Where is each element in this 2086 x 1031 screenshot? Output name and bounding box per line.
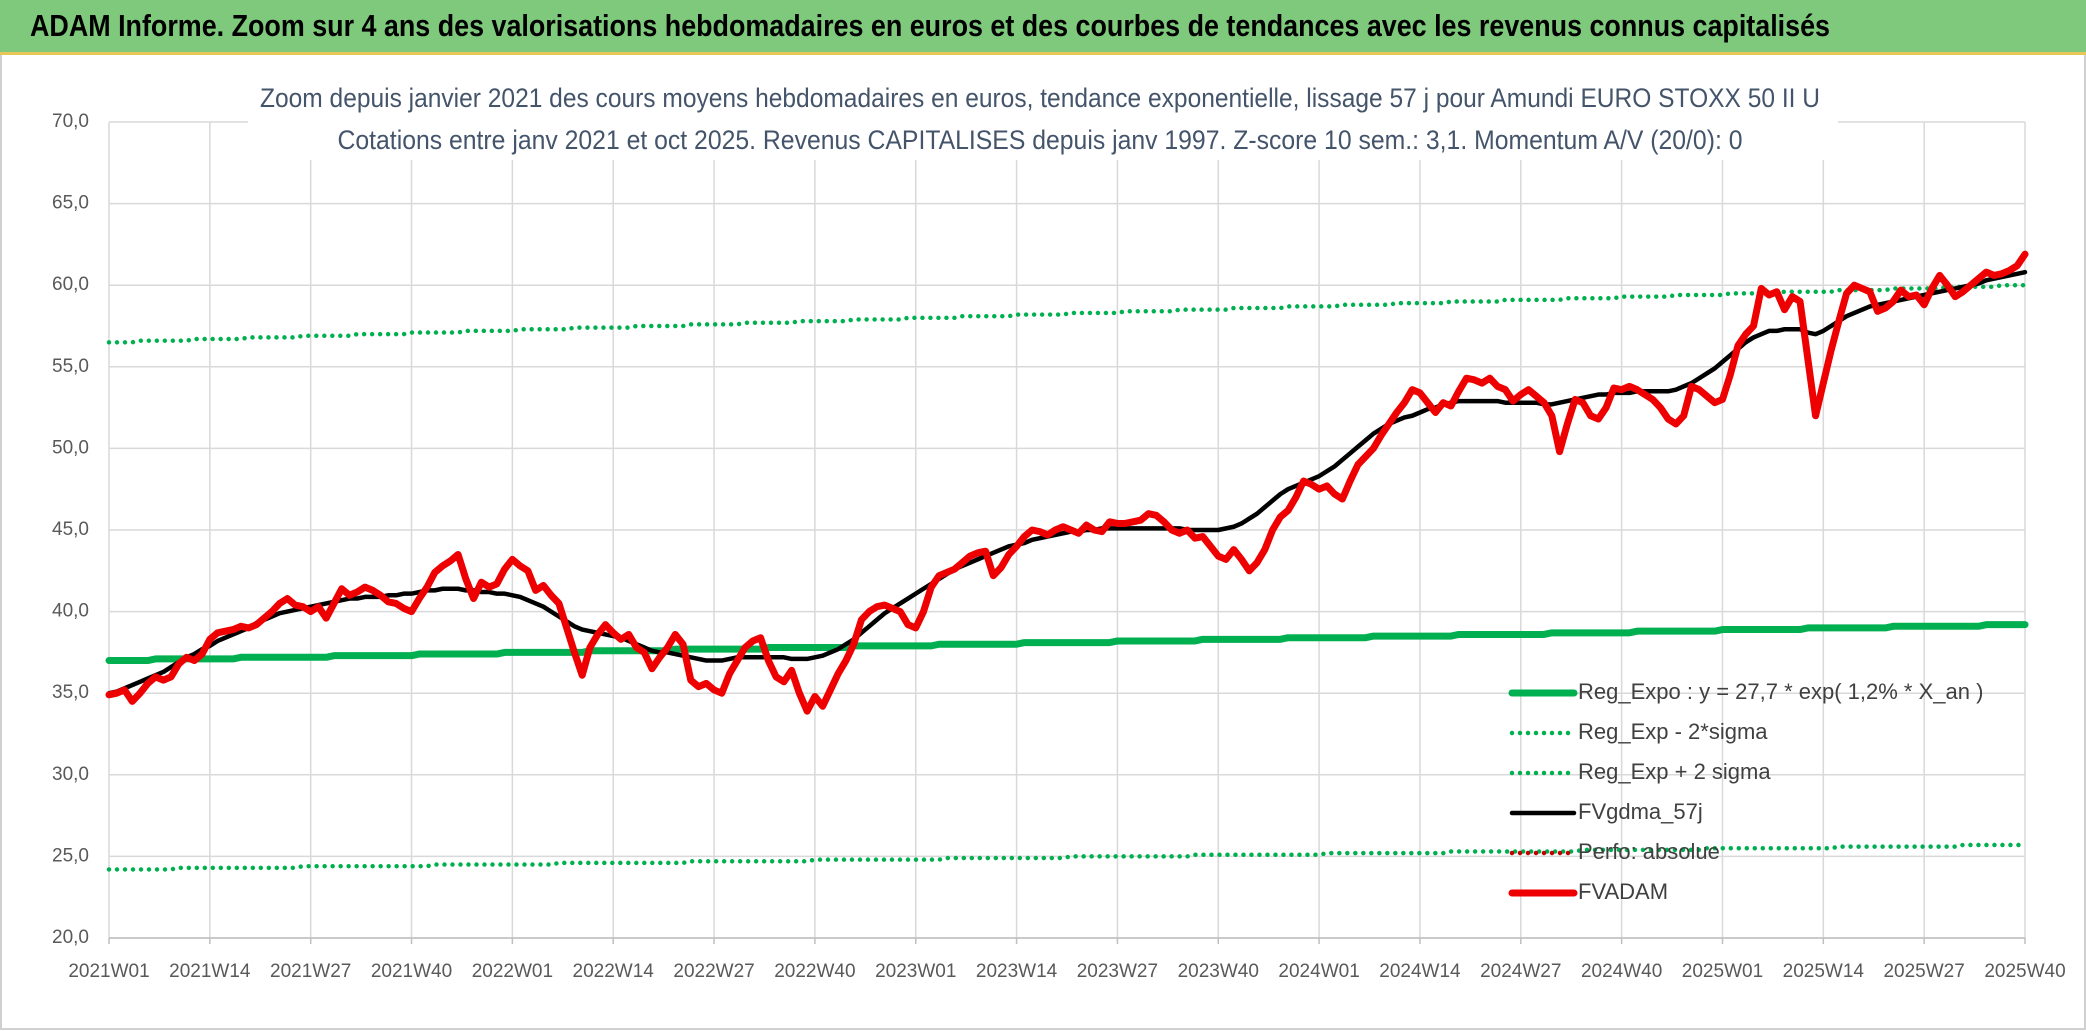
chart-subtitle: Cotations entre janv 2021 et oct 2025. R… xyxy=(338,125,1743,155)
x-tick-label: 2022W27 xyxy=(673,961,754,982)
legend-label: FVgdma_57j xyxy=(1578,799,1703,824)
x-tick-label: 2023W14 xyxy=(976,961,1058,982)
y-tick-label: 30,0 xyxy=(52,764,89,785)
legend: Reg_Expo : y = 27,7 * exp( 1,2% * X_an )… xyxy=(1508,679,1983,904)
x-tick-label: 2023W27 xyxy=(1077,961,1158,982)
y-tick-label: 60,0 xyxy=(52,274,89,295)
y-tick-label: 45,0 xyxy=(52,519,89,540)
x-tick-label: 2023W40 xyxy=(1178,961,1259,982)
plot-area: 20,0 25,0 30,0 35,0 40,0 45,0 50,0 55,0 60,0 65,0… xyxy=(52,111,2066,982)
x-tick-label: 2024W27 xyxy=(1480,961,1561,982)
series-line xyxy=(105,621,2029,665)
x-tick-label: 2024W14 xyxy=(1379,961,1461,982)
series-line xyxy=(106,282,2028,345)
y-tick-label: 40,0 xyxy=(52,601,89,622)
x-tick-label: 2022W01 xyxy=(472,961,553,982)
header-banner xyxy=(0,0,2086,53)
series-line xyxy=(105,250,2029,715)
x-tick-label: 2021W27 xyxy=(270,961,351,982)
x-tick-label: 2021W40 xyxy=(371,961,452,982)
x-tick-label: 2022W14 xyxy=(573,961,655,982)
x-tick-label: 2025W01 xyxy=(1682,961,1763,982)
legend-label: FVADAM xyxy=(1578,879,1668,904)
x-tick-label: 2022W40 xyxy=(774,961,855,982)
x-tick-label: 2025W14 xyxy=(1783,961,1865,982)
title-backdrop xyxy=(248,80,1838,160)
header-title: ADAM Informe. Zoom sur 4 ans des valoris… xyxy=(30,8,1830,43)
y-tick-label: 50,0 xyxy=(52,437,89,458)
legend-label: Perfo: absolue xyxy=(1578,839,1720,864)
legend-label: Reg_Exp - 2*sigma xyxy=(1578,719,1768,744)
x-tick-label: 2024W01 xyxy=(1278,961,1359,982)
x-tick-label: 2023W01 xyxy=(875,961,956,982)
header-rule xyxy=(0,52,2086,55)
y-tick-label: 55,0 xyxy=(52,356,89,377)
x-tick-label: 2021W14 xyxy=(169,961,251,982)
y-tick-label: 35,0 xyxy=(52,682,89,703)
y-tick-label: 20,0 xyxy=(52,927,89,948)
series-line xyxy=(106,842,2028,872)
x-tick-label: 2025W27 xyxy=(1883,961,1964,982)
y-tick-label: 25,0 xyxy=(52,845,89,866)
legend-label: Reg_Exp + 2 sigma xyxy=(1578,759,1771,784)
y-tick-label: 65,0 xyxy=(52,193,89,214)
legend-label: Reg_Expo : y = 27,7 * exp( 1,2% * X_an ) xyxy=(1578,679,1983,704)
y-tick-label: 70,0 xyxy=(52,111,89,132)
chart-title: Zoom depuis janvier 2021 des cours moyen… xyxy=(260,83,1820,113)
x-tick-label: 2021W01 xyxy=(68,961,149,982)
x-tick-label: 2025W40 xyxy=(1984,961,2065,982)
x-tick-label: 2024W40 xyxy=(1581,961,1662,982)
